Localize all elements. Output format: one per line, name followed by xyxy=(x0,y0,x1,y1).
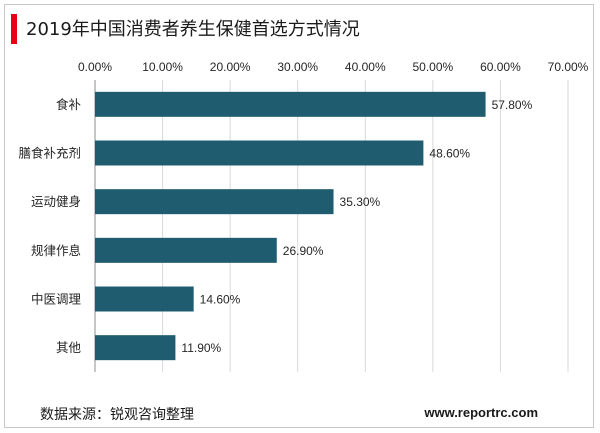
category-label: 规律作息 xyxy=(31,243,81,258)
x-tick-label: 60.00% xyxy=(480,60,521,74)
data-label: 14.60% xyxy=(200,293,241,307)
x-tick-label: 40.00% xyxy=(345,60,386,74)
data-labels: 57.80% 48.60% 35.30% 26.90% 14.60% 11.90% xyxy=(181,98,532,355)
category-label: 膳食补充剂 xyxy=(18,146,81,161)
grid-lines xyxy=(94,80,569,372)
bar xyxy=(95,189,334,215)
bar xyxy=(95,335,176,361)
chart-frame xyxy=(4,4,594,428)
bars xyxy=(95,91,486,361)
bar xyxy=(95,237,277,263)
data-label: 48.60% xyxy=(429,147,470,161)
bar xyxy=(95,286,194,312)
bar xyxy=(95,140,424,166)
x-axis-ticks: 0.00% 10.00% 20.00% 30.00% 40.00% 50.00% 60.00… xyxy=(78,60,589,74)
data-label: 26.90% xyxy=(283,244,324,258)
data-label: 35.30% xyxy=(340,195,381,209)
category-label: 食补 xyxy=(56,97,82,112)
x-tick-label: 70.00% xyxy=(548,60,589,74)
x-tick-label: 0.00% xyxy=(78,60,112,74)
data-source: 数据来源：锐观咨询整理 xyxy=(40,407,194,423)
x-tick-label: 10.00% xyxy=(142,60,183,74)
chart-title: 2019年中国消费者养生保健首选方式情况 xyxy=(26,19,360,40)
title-accent-bar xyxy=(11,14,17,44)
bar xyxy=(95,91,486,117)
category-label: 运动健身 xyxy=(31,194,81,209)
data-label: 57.80% xyxy=(492,98,533,112)
data-label: 11.90% xyxy=(181,341,221,355)
category-label: 其他 xyxy=(56,340,82,355)
category-label: 中医调理 xyxy=(31,292,82,307)
x-tick-label: 20.00% xyxy=(210,60,251,74)
website-link[interactable]: www.reportrc.com xyxy=(424,405,538,420)
x-tick-label: 50.00% xyxy=(413,60,454,74)
x-tick-label: 30.00% xyxy=(277,60,318,74)
